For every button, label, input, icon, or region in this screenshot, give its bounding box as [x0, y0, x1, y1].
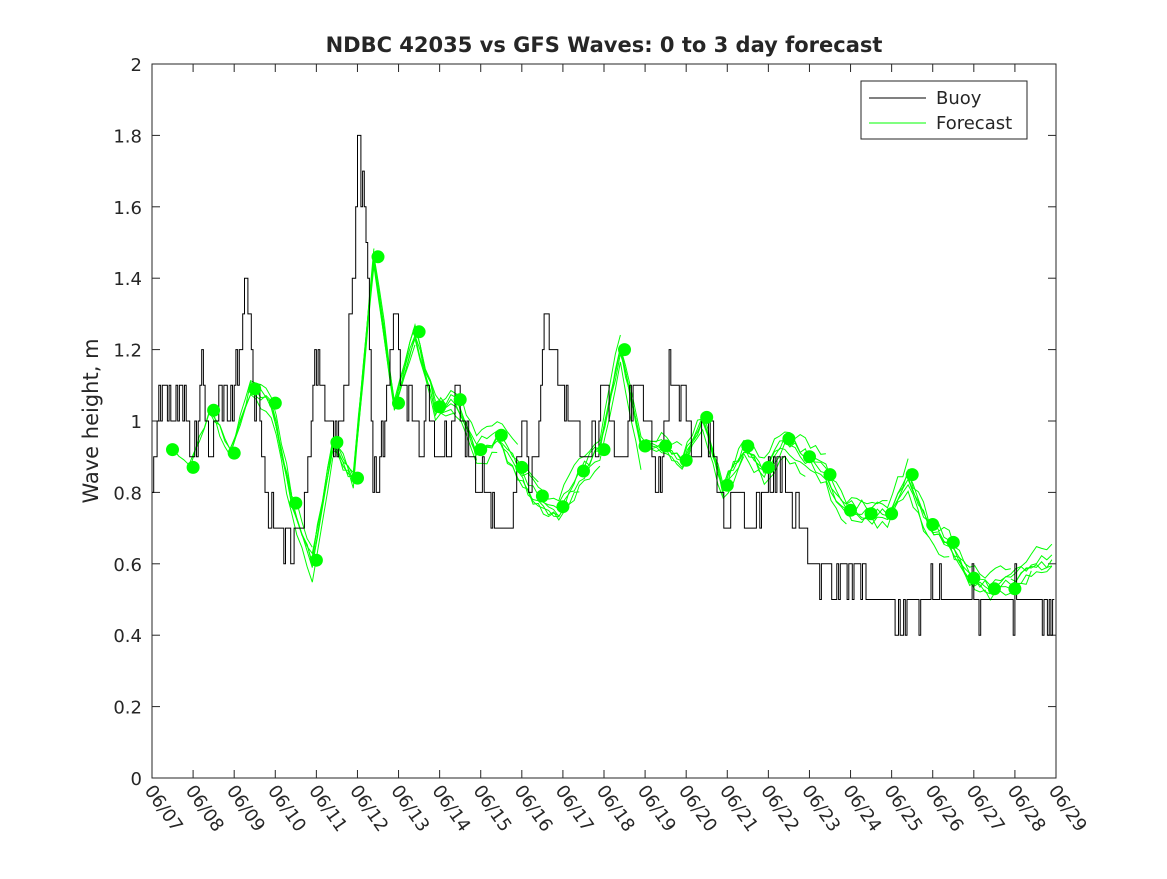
y-tick-label: 0.8 [113, 483, 142, 504]
y-tick-label: 1.8 [113, 126, 142, 147]
forecast-point [268, 396, 282, 410]
forecast-point [741, 439, 755, 453]
chart-title: NDBC 42035 vs GFS Waves: 0 to 3 day fore… [326, 33, 883, 57]
forecast-point [309, 553, 323, 567]
forecast-point [371, 250, 385, 264]
forecast-point [248, 382, 262, 396]
y-tick-label: 0 [131, 769, 142, 790]
forecast-point [577, 464, 590, 478]
forecast-line [1010, 559, 1053, 583]
y-tick-label: 2 [131, 55, 142, 76]
forecast-point [761, 460, 775, 474]
forecast-point [166, 443, 179, 457]
forecast-point [392, 396, 405, 410]
forecast-point [946, 535, 960, 549]
forecast-point [556, 500, 570, 514]
forecast-line [393, 323, 519, 445]
plot-frame [151, 63, 1057, 779]
forecast-point [967, 571, 981, 585]
buoy-line-path [152, 134, 1055, 636]
forecast-line [948, 545, 1053, 592]
forecast-point [227, 446, 241, 460]
forecast-point [987, 582, 1001, 596]
legend-buoy-label: Buoy [936, 88, 982, 109]
y-tick-label: 1.4 [113, 269, 142, 290]
forecast-point [823, 468, 837, 482]
forecast-points [166, 250, 1022, 596]
forecast-point [453, 393, 467, 407]
legend: Buoy Forecast [860, 80, 1028, 140]
forecast-point [207, 403, 221, 417]
forecast-point [885, 507, 899, 521]
forecast-point [289, 496, 303, 510]
forecast-point [618, 343, 631, 357]
forecast-line [435, 398, 560, 518]
forecast-point [433, 400, 447, 414]
y-tick-label: 1.6 [113, 198, 142, 219]
forecast-point [474, 443, 488, 457]
y-tick-label: 0.4 [113, 626, 142, 647]
buoy-series [152, 134, 1055, 636]
forecast-point [905, 468, 919, 482]
forecast-point [679, 453, 693, 467]
forecast-point [494, 428, 508, 442]
forecast-point [412, 325, 426, 339]
forecast-point [720, 478, 734, 492]
forecast-point [864, 507, 878, 521]
forecast-line [722, 447, 847, 525]
legend-box [860, 80, 1028, 140]
legend-forecast-label: Forecast [936, 113, 1012, 134]
forecast-point [926, 518, 940, 531]
forecast-point [1008, 582, 1022, 596]
forecast-point [597, 443, 611, 457]
forecast-point [186, 460, 200, 474]
y-axis-label: Wave height, m [79, 338, 103, 503]
y-tick-label: 1.2 [113, 341, 142, 362]
y-tick-label: 1 [131, 412, 142, 433]
forecast-point [638, 439, 652, 453]
plot-area: 00.20.40.60.811.21.41.61.82 06/0706/0806… [113, 55, 1090, 836]
y-tick-label: 0.6 [113, 555, 142, 576]
y-axis: 0 0.2 0.4 0.6 0.8 1 1.2 1.4 1.6 1.8 2 [113, 55, 1056, 790]
forecast-point [782, 432, 796, 446]
forecast-point [330, 435, 344, 449]
y-tick-label: 0.2 [113, 698, 142, 719]
forecast-point [844, 503, 857, 517]
forecast-point [515, 460, 529, 474]
forecast-point [700, 410, 714, 424]
forecast-point [351, 471, 364, 485]
forecast-point [535, 489, 549, 503]
forecast-point [659, 439, 673, 453]
forecast-point [803, 450, 816, 464]
